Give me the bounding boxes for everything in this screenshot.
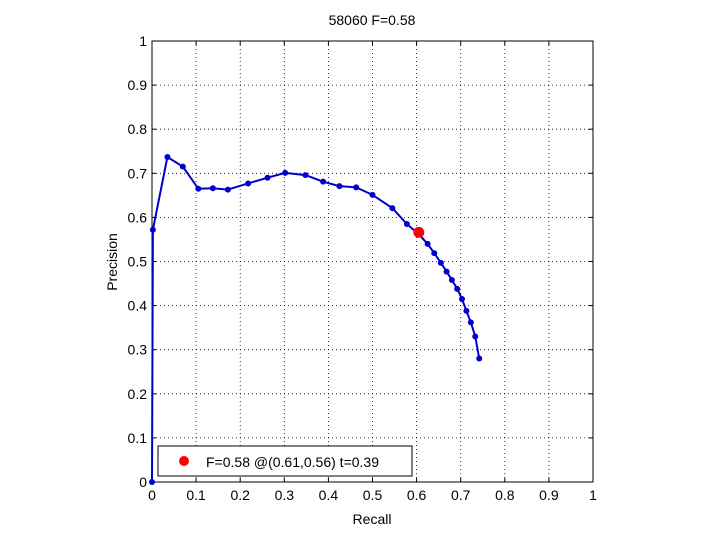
data-point: [463, 307, 470, 314]
data-point: [424, 240, 431, 247]
legend-label: F=0.58 @(0.61,0.56) t=0.39: [206, 454, 379, 470]
data-point: [454, 285, 461, 292]
x-tick-label: 0.6: [407, 487, 427, 503]
legend: F=0.58 @(0.61,0.56) t=0.39: [157, 445, 413, 477]
data-point: [164, 153, 171, 160]
grid: [152, 41, 593, 482]
data-point: [369, 191, 376, 198]
data-point: [149, 479, 155, 485]
y-tick-label: 0.7: [128, 165, 148, 181]
x-tick-label: 0.5: [363, 487, 383, 503]
y-tick-label: 0.8: [128, 121, 148, 137]
data-point: [195, 185, 202, 192]
data-point: [245, 180, 252, 187]
x-tick-label: 0.4: [319, 487, 339, 503]
data-point: [282, 169, 289, 176]
data-point: [476, 355, 483, 362]
best-f-point: [413, 226, 425, 238]
data-point: [467, 319, 474, 326]
x-tick-label: 0: [148, 487, 156, 503]
legend-box: [157, 445, 413, 477]
y-tick-label: 0.5: [128, 254, 148, 270]
y-axis-label: Precision: [104, 233, 120, 291]
data-point: [302, 172, 309, 179]
y-tick-label: 0.3: [128, 342, 148, 358]
data-point: [403, 221, 410, 228]
data-point: [320, 178, 327, 185]
data-point: [149, 226, 156, 233]
highlight-layer: [413, 226, 425, 238]
data-point: [437, 259, 444, 266]
series-group: [149, 153, 483, 485]
data-point: [431, 250, 438, 257]
data-point: [448, 277, 455, 284]
data-point: [443, 268, 450, 275]
y-tick-label: 0.6: [128, 209, 148, 225]
data-point: [209, 185, 216, 192]
x-tick-label: 0.9: [539, 487, 559, 503]
x-axis-label: Recall: [353, 511, 392, 527]
x-tick-labels: 0 0.1 0.2 0.3 0.4 0.5 0.6 0.7 0.8 0.9 1: [148, 487, 597, 503]
x-tick-label: 0.8: [495, 487, 515, 503]
y-tick-label: 0: [139, 474, 147, 490]
y-tick-label: 1: [139, 33, 147, 49]
y-tick-label: 0.4: [128, 298, 148, 314]
x-tick-label: 0.2: [230, 487, 250, 503]
chart-title: 58060 F=0.58: [329, 12, 416, 28]
x-tick-label: 0.7: [451, 487, 471, 503]
y-tick-labels: 0 0.1 0.2 0.3 0.4 0.5 0.6 0.7 0.8 0.9 1: [128, 33, 148, 490]
y-tick-label: 0.9: [128, 77, 148, 93]
data-point: [389, 205, 396, 212]
data-point: [264, 174, 271, 181]
data-point: [353, 184, 360, 191]
legend-marker: [179, 456, 189, 466]
data-point: [224, 186, 231, 193]
x-tick-label: 0.3: [275, 487, 295, 503]
x-tick-label: 0.1: [186, 487, 206, 503]
y-tick-label: 0.1: [128, 430, 148, 446]
x-tick-label: 1: [589, 487, 597, 503]
y-tick-label: 0.2: [128, 386, 148, 402]
data-point: [336, 183, 343, 190]
data-point: [179, 163, 186, 170]
data-point: [472, 333, 479, 340]
data-point: [459, 295, 466, 302]
